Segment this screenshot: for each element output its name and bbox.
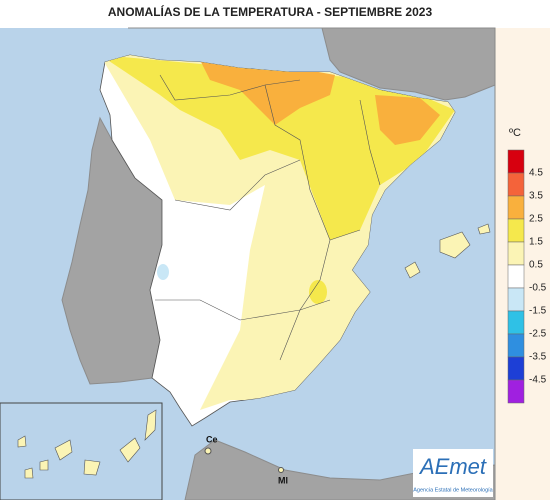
ibiza	[404, 261, 421, 279]
legend-swatch	[507, 379, 525, 404]
legend-swatch	[507, 241, 525, 266]
canary-inset	[0, 402, 163, 500]
legend-swatch	[507, 356, 525, 381]
legend-tick-label: -0.5	[529, 283, 547, 294]
field-1-5	[100, 55, 455, 240]
map-title: ANOMALÍAS DE LA TEMPERATURA - SEPTIEMBRE…	[108, 4, 433, 19]
legend-tick-label: -1.5	[529, 306, 547, 317]
legend: 4.5 3.5 2.5 1.5 0.5 -0.5 -1.5 -2.5 -3.5 -4.5	[507, 149, 547, 404]
canary-islands	[17, 409, 157, 479]
logo-name: AEmet	[418, 454, 487, 479]
legend-tick-label: -4.5	[529, 375, 547, 386]
legend-tick-label: 0.5	[529, 260, 543, 271]
menorca	[477, 223, 491, 235]
legend-swatch	[507, 310, 525, 335]
legend-swatch	[507, 333, 525, 358]
anomaly-fields	[100, 55, 455, 410]
legend-swatch	[507, 264, 525, 289]
legend-tick-label: 2.5	[529, 214, 543, 225]
melilla	[278, 467, 284, 473]
field-2-5	[375, 95, 440, 145]
logo-box	[413, 449, 493, 497]
legend-tick-label: 3.5	[529, 191, 543, 202]
logo-subtitle: Agencia Estatal de Meteorología	[413, 487, 493, 493]
legend-tick-label: -3.5	[529, 352, 547, 363]
mallorca	[439, 231, 471, 259]
map-label: Ce	[206, 434, 218, 444]
legend-swatch	[507, 287, 525, 312]
ceuta	[204, 447, 212, 455]
title-bar	[0, 0, 550, 28]
field-neg-0-5	[157, 264, 169, 280]
legend-tick-label: -2.5	[529, 329, 547, 340]
legend-swatch	[507, 172, 525, 197]
legend-swatch	[507, 195, 525, 220]
field-1-5	[309, 280, 327, 304]
legend-unit: ºC	[509, 127, 521, 139]
region-borders	[155, 74, 381, 361]
legend-tick-label: 1.5	[529, 237, 543, 248]
map-label: Ml	[278, 475, 288, 485]
legend-tick-label: 4.5	[529, 168, 543, 179]
legend-swatch	[507, 149, 525, 174]
field-2-5	[200, 60, 335, 125]
legend-swatch	[507, 218, 525, 243]
